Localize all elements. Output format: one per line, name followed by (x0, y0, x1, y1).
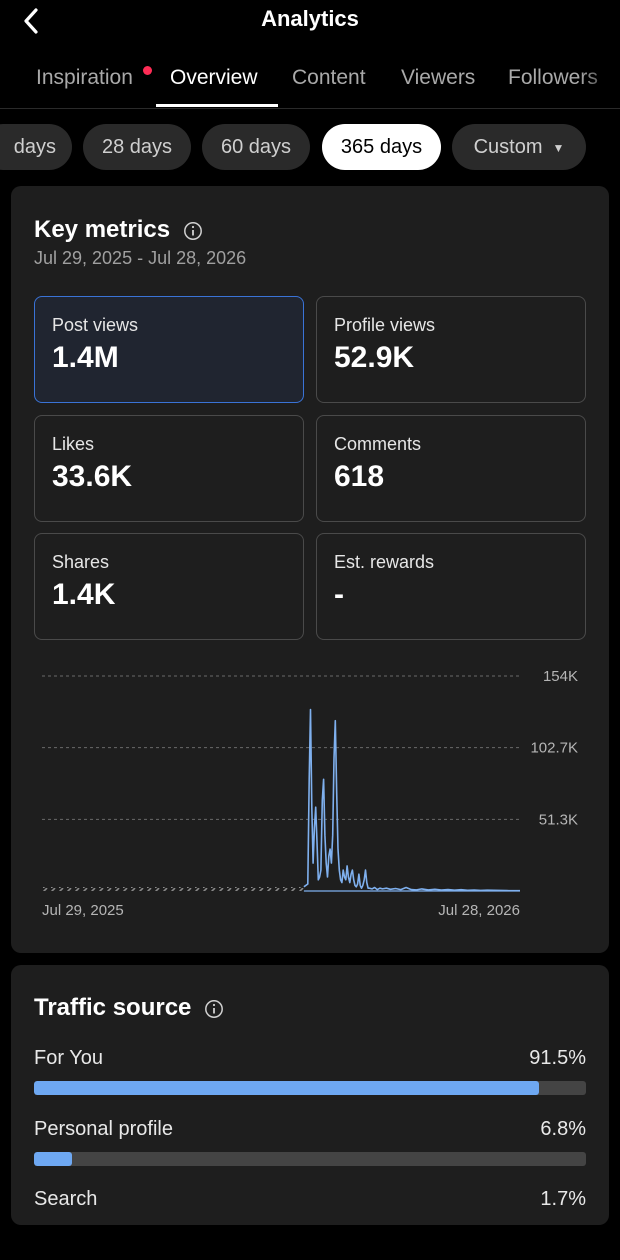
back-button[interactable] (14, 4, 48, 38)
tab-inspiration[interactable]: Inspiration (36, 66, 133, 89)
tab-overview[interactable]: Overview (170, 66, 258, 89)
metric-value: - (334, 578, 344, 611)
metric-label: Shares (52, 552, 110, 572)
traffic-bar-track (34, 1081, 586, 1095)
x-axis-start-label: Jul 29, 2025 (42, 902, 124, 919)
key-metrics-heading: Key metrics (34, 216, 203, 244)
x-axis-end-label: Jul 28, 2026 (438, 902, 520, 919)
metric-post-views[interactable]: Post views 1.4M (34, 296, 304, 403)
tab-bar: Inspiration Overview Content Viewers Fol… (0, 52, 620, 109)
metric-label: Post views (52, 315, 139, 335)
metric-value: 52.9K (334, 341, 415, 374)
traffic-bar-fill (34, 1152, 72, 1166)
key-metrics-title: Key metrics (34, 216, 171, 243)
info-icon[interactable] (183, 221, 203, 241)
traffic-bar-track (34, 1152, 586, 1166)
tab-viewers[interactable]: Viewers (401, 66, 476, 89)
traffic-label: For You (34, 1047, 103, 1069)
caret-down-icon: ▼ (552, 140, 565, 155)
metric-label: Likes (52, 434, 95, 454)
metric-profile-views[interactable]: Profile views 52.9K (316, 296, 586, 403)
chevron-left-icon (24, 8, 38, 34)
post-views-chart: 154K 102.7K 51.3K Jul 29, 2025 Jul 28, 202… (42, 668, 578, 919)
traffic-source-heading: Traffic source (34, 994, 224, 1022)
post-views-series-line (303, 708, 520, 892)
metric-value: 1.4K (52, 578, 116, 611)
tab-content[interactable]: Content (292, 66, 366, 89)
traffic-percent: 1.7% (540, 1188, 586, 1210)
traffic-percent: 91.5% (529, 1047, 586, 1069)
metric-label: Profile views (334, 315, 436, 335)
date-range-chips: days 28 days 60 days 365 days Custom ▼ (0, 124, 620, 170)
metric-value: 1.4M (52, 341, 119, 374)
y-tick-label: 51.3K (539, 811, 578, 828)
metric-likes[interactable]: Likes 33.6K (34, 415, 304, 522)
traffic-row-search: Search 1.7% (34, 1188, 586, 1218)
chip-365-days[interactable]: 365 days (322, 124, 441, 170)
page-title: Analytics (261, 6, 359, 31)
traffic-row-for-you: For You 91.5% (34, 1047, 586, 1107)
chip-custom[interactable]: Custom ▼ (452, 124, 586, 170)
metric-value: 618 (334, 460, 385, 493)
y-tick-label: 154K (543, 668, 578, 685)
chip-custom-label: Custom (473, 136, 543, 158)
y-tick-label: 102.7K (530, 740, 578, 757)
traffic-source-card: Traffic source For You 91.5% Personal pr… (11, 965, 609, 1225)
traffic-bar-fill (34, 1081, 540, 1095)
traffic-row-personal-profile: Personal profile 6.8% (34, 1118, 586, 1178)
tab-followers[interactable]: Followers (508, 66, 598, 89)
chip-7-days[interactable]: days (0, 124, 72, 170)
metric-shares[interactable]: Shares 1.4K (34, 533, 304, 640)
key-metrics-card: Key metrics Jul 29, 2025 - Jul 28, 2026 … (11, 186, 609, 953)
chip-28-days[interactable]: 28 days (83, 124, 191, 170)
top-bar: Analytics (0, 0, 620, 40)
date-range: Jul 29, 2025 - Jul 28, 2026 (34, 248, 247, 268)
metric-value: 33.6K (52, 460, 133, 493)
no-data-region (42, 887, 304, 891)
active-tab-indicator (156, 104, 278, 107)
metric-label: Est. rewards (334, 552, 435, 572)
metric-label: Comments (334, 434, 422, 454)
chip-60-days[interactable]: 60 days (202, 124, 310, 170)
traffic-label: Personal profile (34, 1118, 173, 1140)
metric-comments[interactable]: Comments 618 (316, 415, 586, 522)
traffic-percent: 6.8% (540, 1118, 586, 1140)
info-icon[interactable] (204, 999, 224, 1019)
metric-est-rewards[interactable]: Est. rewards - (316, 533, 586, 640)
tab-scroll-fade (580, 52, 620, 108)
traffic-label: Search (34, 1188, 98, 1210)
notification-dot (143, 66, 152, 75)
traffic-source-title: Traffic source (34, 994, 192, 1021)
